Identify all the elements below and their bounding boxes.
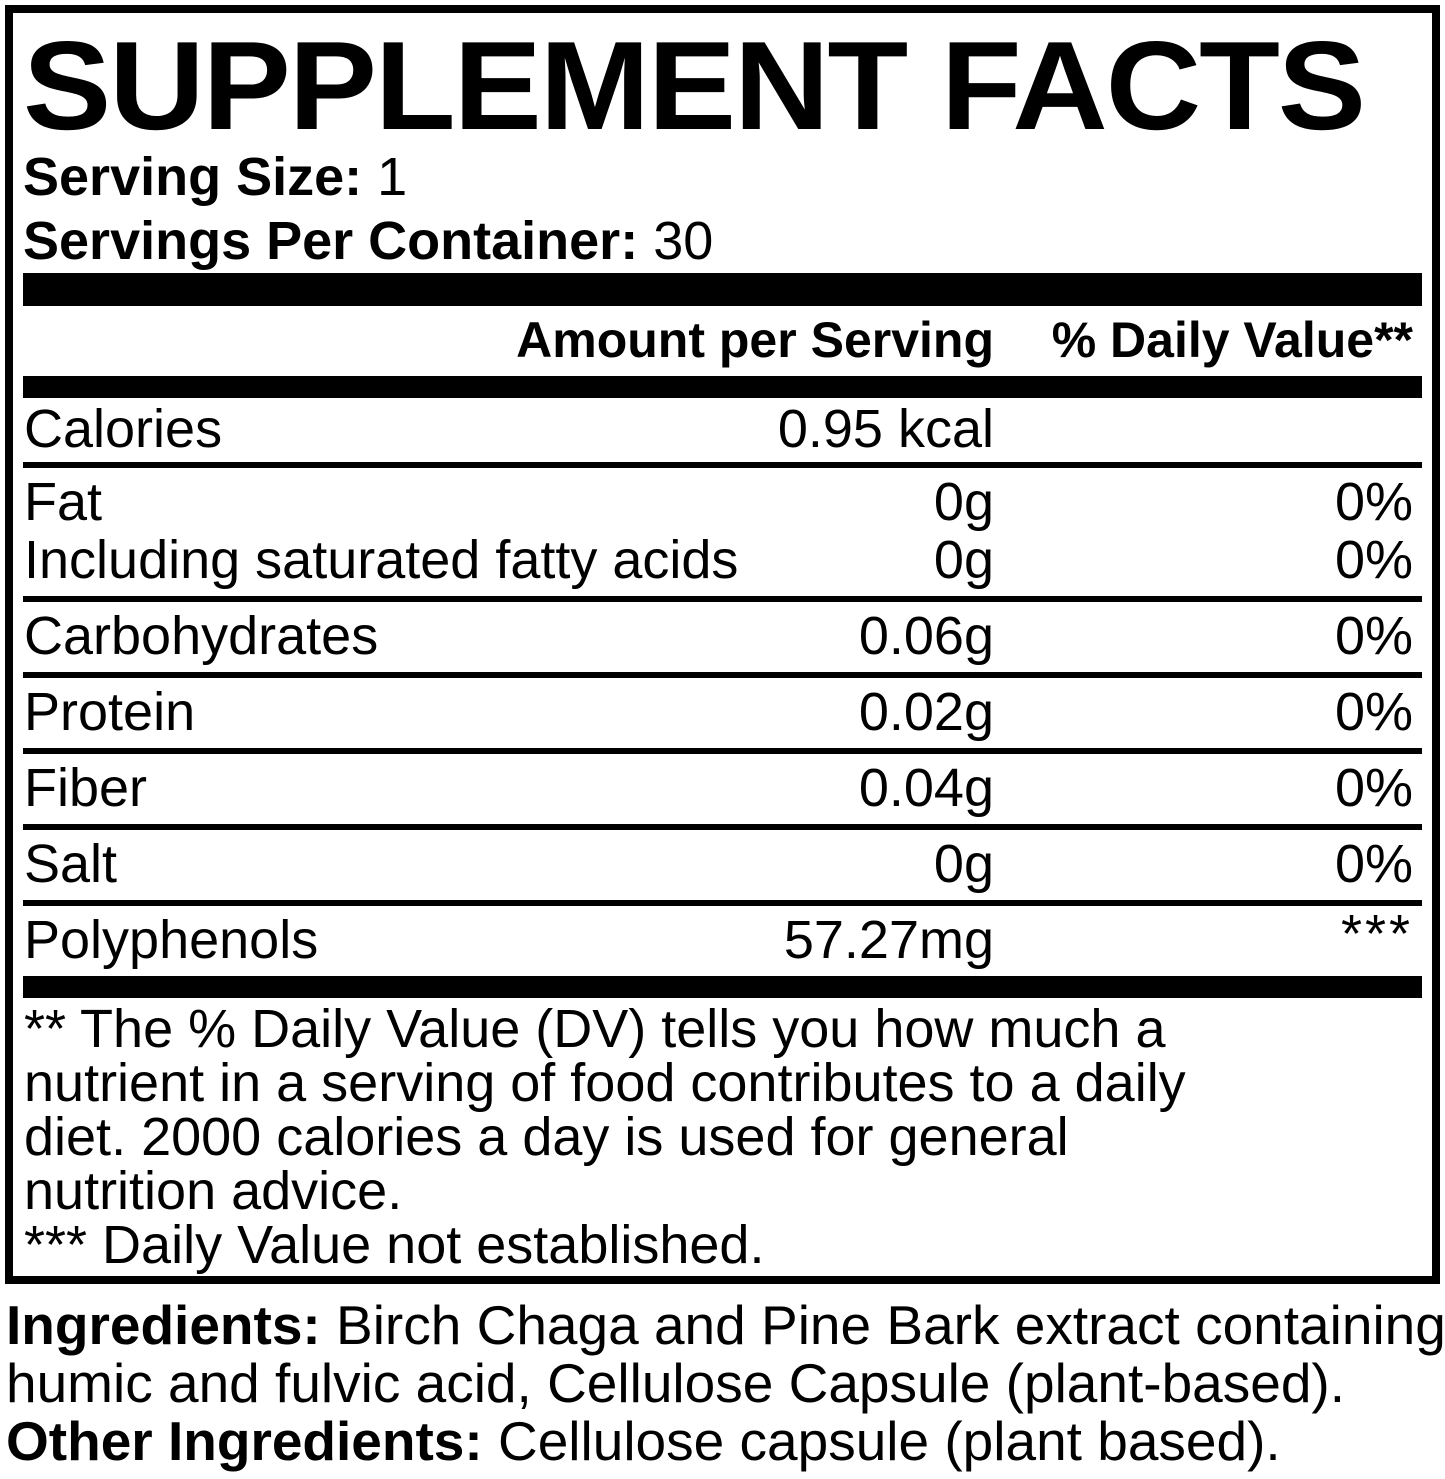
column-header-row: Amount per Serving % Daily Value**: [23, 306, 1422, 376]
panel-title: SUPPLEMENT FACTS: [23, 15, 1366, 156]
not-established-note: *** Daily Value not established.: [24, 1215, 765, 1275]
amount-per-serving-header: Amount per Serving: [516, 312, 994, 368]
nutrient-row-carbohydrates: Carbohydrates 0.06g 0%: [23, 596, 1422, 672]
nutrient-name: Including saturated fatty acids: [24, 530, 739, 590]
nutrient-dv: 0%: [1334, 530, 1413, 590]
nutrient-amount: 0.95 kcal: [777, 399, 994, 459]
nutrient-dv: 0%: [1334, 834, 1413, 894]
nutrient-amount: 0g: [933, 530, 994, 590]
nutrient-name: Calories: [24, 399, 223, 459]
nutrient-name: Fiber: [24, 758, 148, 818]
nutrient-amount: 0.06g: [858, 606, 994, 666]
nutrient-dv: 0%: [1334, 606, 1413, 666]
nutrient-dv: 0%: [1334, 472, 1413, 532]
nutrient-row-saturated-fat: Including saturated fatty acids 0g 0%: [23, 532, 1422, 596]
divider-bar-mid: [23, 376, 1422, 398]
nutrient-dv-not-established-stars: ***: [1340, 904, 1413, 964]
nutrient-row-polyphenols: Polyphenols 57.27mg ***: [23, 900, 1422, 976]
ingredients-label: Ingredients:: [6, 1294, 321, 1356]
dv-footnote-line: nutrient in a serving of food contribute…: [24, 1053, 1186, 1113]
daily-value-footnote: ** The % Daily Value (DV) tells you how …: [23, 998, 1422, 1276]
nutrient-name: Protein: [24, 682, 196, 742]
dv-footnote-line: nutrition advice.: [24, 1161, 403, 1221]
nutrient-row-fiber: Fiber 0.04g 0%: [23, 748, 1422, 824]
nutrient-amount: 57.27mg: [783, 910, 994, 970]
serving-size-label: Serving Size:: [23, 147, 363, 207]
other-ingredients-label: Other Ingredients:: [6, 1410, 483, 1472]
nutrient-amount: 0g: [933, 472, 994, 532]
nutrient-name: Polyphenols: [24, 910, 319, 970]
supplement-facts-panel: SUPPLEMENT FACTS Serving Size: 1 Serving…: [5, 5, 1440, 1284]
nutrient-amount: 0g: [933, 834, 994, 894]
nutrient-row-calories: Calories 0.95 kcal: [23, 398, 1422, 462]
thick-divider-bar-top: [23, 273, 1422, 306]
servings-per-container-label: Servings Per Container:: [23, 211, 639, 271]
servings-per-container-line: Servings Per Container: 30: [23, 209, 1422, 273]
ingredients-text: Birch Chaga and Pine Bark extract contai…: [336, 1294, 1445, 1356]
serving-size-line: Serving Size: 1: [23, 145, 1422, 209]
ingredients-line: Ingredients: Birch Chaga and Pine Bark e…: [6, 1294, 1445, 1356]
nutrient-dv: [994, 403, 1413, 455]
thick-divider-bar-bottom: [23, 976, 1422, 998]
other-ingredients-text: Cellulose capsule (plant based).: [498, 1410, 1281, 1472]
nutrient-row-protein: Protein 0.02g 0%: [23, 672, 1422, 748]
serving-size-value: 1: [377, 147, 408, 207]
servings-per-container-value: 30: [653, 211, 714, 271]
nutrient-row-fat: Fat 0g 0%: [23, 462, 1422, 532]
nutrient-dv: 0%: [1334, 758, 1413, 818]
dv-footnote-line: ** The % Daily Value (DV) tells you how …: [24, 999, 1166, 1059]
daily-value-header: % Daily Value**: [1051, 312, 1413, 368]
nutrient-name: Salt: [24, 834, 118, 894]
nutrient-row-salt: Salt 0g 0%: [23, 824, 1422, 900]
ingredients-line: humic and fulvic acid, Cellulose Capsule…: [6, 1352, 1346, 1414]
nutrient-name: Fat: [24, 472, 103, 532]
nutrient-amount: 0.04g: [858, 758, 994, 818]
other-ingredients-line: Other Ingredients: Cellulose capsule (pl…: [6, 1412, 1442, 1470]
nutrient-amount: 0.02g: [858, 682, 994, 742]
nutrient-name: Carbohydrates: [24, 606, 379, 666]
serving-info: Serving Size: 1 Servings Per Container: …: [23, 145, 1422, 273]
nutrient-dv: 0%: [1334, 682, 1413, 742]
ingredients-section: Ingredients: Birch Chaga and Pine Bark e…: [6, 1294, 1445, 1470]
dv-footnote-line: diet. 2000 calories a day is used for ge…: [24, 1107, 1069, 1167]
